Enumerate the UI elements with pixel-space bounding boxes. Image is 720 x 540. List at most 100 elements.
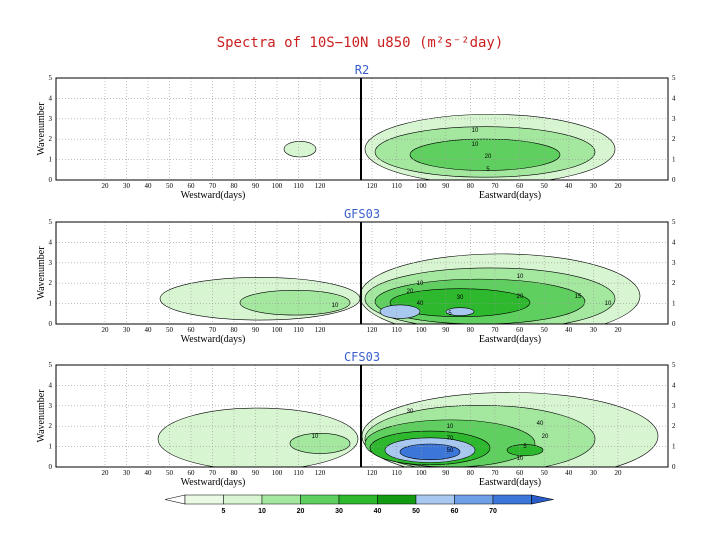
contour-label: 30: [457, 295, 464, 301]
panel-cfs03: CFS03 0 0 1 1 2 2 3 3 4 4 5 5 Wavenumber 20 30 40 50 60 70 8…: [36, 350, 676, 488]
x-tick-west: 50: [166, 182, 174, 190]
x-tick-west: 100: [272, 469, 283, 477]
x-tick-west: 90: [252, 469, 260, 477]
x-tick-east: 120: [367, 182, 378, 190]
x-label-east: Eastward(days): [479, 334, 541, 345]
y-tick-label: 1: [49, 156, 53, 164]
x-tick-east: 70: [492, 469, 500, 477]
y-tick-label-right: 1: [672, 156, 676, 164]
x-label-west: Westward(days): [181, 334, 246, 345]
contour-region: [239, 290, 351, 316]
y-axis-label: Wavenumber: [36, 246, 47, 300]
x-tick-east: 40: [565, 326, 573, 334]
x-tick-west: 120: [315, 326, 326, 334]
x-tick-west: 90: [252, 182, 260, 190]
y-tick-label: 1: [49, 443, 53, 451]
colorbar-segment: [261, 494, 301, 505]
y-tick-label: 0: [49, 176, 53, 184]
x-tick-east: 100: [416, 469, 427, 477]
x-tick-east: 40: [565, 182, 573, 190]
contour-label: 10: [605, 301, 612, 307]
contour-label: 10: [472, 142, 479, 148]
y-tick-label: 2: [49, 422, 53, 430]
contour-label: 30: [407, 409, 414, 415]
colorbar-arrow-high: [531, 494, 554, 505]
y-tick-label-right: 1: [672, 443, 676, 451]
x-tick-east: 100: [416, 326, 427, 334]
y-tick-label: 2: [49, 135, 53, 143]
x-label-east: Eastward(days): [479, 190, 541, 201]
x-tick-west: 20: [102, 326, 110, 334]
contour-label: 20: [485, 154, 492, 160]
x-tick-west: 30: [123, 326, 131, 334]
x-tick-west: 60: [188, 469, 196, 477]
y-tick-label: 4: [49, 94, 53, 102]
colorbar-tick-label: 5: [222, 508, 226, 515]
x-tick-east: 90: [442, 182, 450, 190]
x-tick-east: 100: [416, 182, 427, 190]
y-tick-label: 3: [49, 115, 53, 123]
x-tick-west: 110: [293, 182, 304, 190]
x-tick-east: 110: [391, 469, 402, 477]
x-tick-west: 50: [166, 326, 174, 334]
x-tick-east: 30: [590, 326, 598, 334]
x-tick-west: 20: [102, 182, 110, 190]
contour-layer: [157, 392, 659, 467]
y-axis-label: Wavenumber: [36, 102, 47, 156]
contour-region: [506, 444, 544, 457]
colorbar-tick-label: 70: [489, 508, 497, 515]
contour-layer: [283, 114, 616, 180]
contour-label: 40: [537, 421, 544, 427]
contour-label: 5: [448, 311, 452, 317]
x-tick-west: 50: [166, 469, 174, 477]
panel-gfs03: GFS03 0 0 1 1 2 2 3 3 4 4 5 5 Wavenumber 20 30 40 50 60 70 8…: [36, 207, 676, 345]
x-tick-east: 70: [492, 326, 500, 334]
x-tick-west: 40: [145, 182, 153, 190]
contour-label: 5: [523, 444, 527, 450]
y-tick-label-right: 5: [672, 361, 676, 369]
colorbar-tick-label: 30: [335, 508, 343, 515]
y-tick-label: 5: [49, 74, 53, 82]
panel-title: R2: [355, 63, 369, 77]
x-tick-west: 100: [272, 326, 283, 334]
x-tick-west: 90: [252, 326, 260, 334]
x-tick-west: 120: [315, 182, 326, 190]
x-tick-west: 110: [293, 469, 304, 477]
x-tick-west: 80: [231, 326, 239, 334]
panels: R2 0 0 1 1 2 2 3 3 4 4 5 5 Wavenumber 20 30 40 50 60 70 80 90…: [36, 63, 676, 488]
x-tick-east: 30: [590, 469, 598, 477]
x-tick-east: 60: [516, 182, 524, 190]
contour-label: 10: [517, 456, 524, 462]
colorbar-tick-label: 50: [412, 508, 420, 515]
y-tick-label: 3: [49, 259, 53, 267]
y-tick-label-right: 5: [672, 74, 676, 82]
colorbar-segment: [415, 494, 455, 505]
x-tick-west: 40: [145, 326, 153, 334]
y-tick-label: 3: [49, 402, 53, 410]
y-tick-label: 2: [49, 279, 53, 287]
x-tick-east: 110: [391, 182, 402, 190]
x-tick-east: 110: [391, 326, 402, 334]
x-tick-west: 80: [231, 182, 239, 190]
y-tick-label-right: 2: [672, 135, 676, 143]
x-tick-east: 40: [565, 469, 573, 477]
contour-label: 10: [312, 434, 319, 440]
colorbar-tick-label: 60: [451, 508, 459, 515]
x-tick-east: 90: [442, 469, 450, 477]
y-tick-label: 0: [49, 463, 53, 471]
y-tick-label: 5: [49, 361, 53, 369]
x-tick-east: 60: [516, 326, 524, 334]
y-tick-label-right: 3: [672, 259, 676, 267]
x-tick-west: 80: [231, 469, 239, 477]
contour-label: 20: [517, 294, 524, 300]
x-tick-west: 60: [188, 326, 196, 334]
x-tick-east: 50: [541, 326, 549, 334]
contour-label: 10: [447, 424, 454, 430]
contour-label: 20: [542, 434, 549, 440]
contour-label: 10: [332, 303, 339, 309]
x-tick-west: 30: [123, 469, 131, 477]
x-tick-east: 20: [615, 182, 623, 190]
y-tick-label-right: 4: [672, 238, 676, 246]
x-tick-east: 20: [615, 326, 623, 334]
x-tick-west: 100: [272, 182, 283, 190]
